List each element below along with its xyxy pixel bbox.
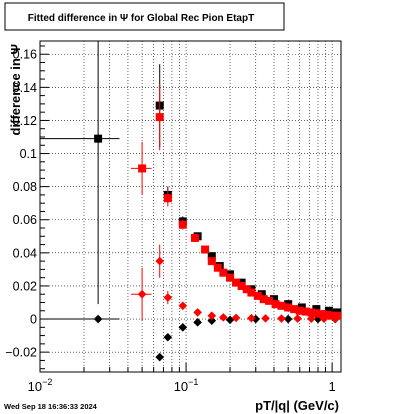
data-point-diamond (293, 314, 302, 323)
data-point-square (295, 306, 304, 315)
y-tick-label: 0.08 (13, 180, 37, 194)
chart-title: Fitted difference in Ψ for Global Rec Pi… (28, 13, 254, 24)
data-point-diamond (137, 289, 147, 299)
data-point-square (219, 268, 228, 277)
timestamp-footer: Wed Sep 18 16:36:33 2024 (4, 402, 98, 411)
data-point-square (207, 257, 216, 266)
data-point-square (259, 295, 268, 304)
data-point-square (155, 113, 164, 122)
data-point-diamond (155, 256, 165, 266)
data-point-square (312, 309, 321, 318)
data-point-square (307, 308, 316, 317)
x-tick-label: 10−1 (174, 377, 199, 394)
y-tick-label: 0.02 (13, 279, 37, 293)
data-point-square (323, 310, 332, 319)
data-point-square (94, 134, 103, 143)
data-point-diamond (283, 314, 293, 324)
data-point-diamond (330, 314, 340, 324)
y-tick-label: 0.16 (13, 48, 37, 62)
y-tick-label: 0.12 (13, 114, 37, 128)
x-axis-label: pT/|q| (GeV/c) (255, 398, 339, 413)
data-point-square (190, 233, 199, 242)
data-point-diamond (219, 313, 228, 322)
data-point-diamond (251, 314, 261, 324)
plot-frame (39, 40, 342, 373)
data-point-square (138, 164, 147, 173)
data-point-square (207, 252, 216, 261)
data-point-diamond (247, 313, 256, 323)
data-point-diamond (261, 314, 270, 323)
data-point-square (328, 311, 337, 320)
y-tick-label: 0.06 (13, 213, 37, 227)
data-point-square (201, 245, 210, 254)
data-point-diamond (163, 332, 173, 342)
data-point-diamond (93, 314, 103, 324)
data-point-square (333, 311, 342, 320)
data-point-diamond (207, 311, 217, 321)
data-point-square (284, 303, 293, 312)
data-point-square (253, 291, 262, 300)
y-axis-label: difference in Ψ (8, 44, 23, 135)
y-tick-label: −0.02 (5, 346, 37, 360)
data-point-square (301, 307, 310, 316)
data-point-square (277, 301, 286, 310)
data-marks (40, 41, 342, 362)
data-point-square (290, 305, 299, 314)
data-point-square (213, 263, 222, 272)
y-tick-label: 0.04 (13, 246, 37, 260)
data-point-square (163, 194, 172, 203)
data-point-diamond (163, 293, 173, 302)
data-point-square (242, 285, 251, 294)
data-point-square (324, 306, 333, 315)
data-point-diamond (225, 315, 235, 325)
y-tick-label: 0 (30, 313, 37, 327)
data-point-square (237, 281, 246, 290)
data-point-square (226, 273, 235, 282)
grid (39, 41, 341, 372)
data-point-square (232, 278, 241, 287)
data-point-diamond (319, 314, 329, 324)
data-point-diamond (277, 314, 286, 323)
data-point-square (317, 310, 326, 319)
data-point-diamond (193, 308, 202, 317)
data-point-square (247, 288, 256, 297)
data-point-diamond (306, 314, 316, 324)
y-tick-label: 0.1 (20, 147, 37, 161)
data-point-square (178, 220, 187, 229)
data-point-square (312, 305, 321, 314)
data-point-square (270, 295, 279, 304)
x-tick-label: 1 (329, 379, 336, 394)
data-point-diamond (231, 313, 241, 323)
data-point-square (265, 296, 274, 305)
data-point-diamond (313, 314, 323, 324)
data-point-diamond (207, 316, 217, 325)
axes: −0.02 0 0.02 0.04 0.06 0.08 0.1 0.12 0.14 0.16 10−… (5, 45, 336, 394)
data-point-diamond (178, 323, 188, 332)
data-point-square (271, 300, 280, 309)
data-point-diamond (193, 318, 202, 327)
title-box (4, 2, 285, 31)
data-point-diamond (178, 301, 188, 311)
y-tick-label: 0.14 (13, 81, 37, 95)
data-point-diamond (155, 352, 165, 362)
x-tick-label: 10−2 (28, 377, 53, 394)
